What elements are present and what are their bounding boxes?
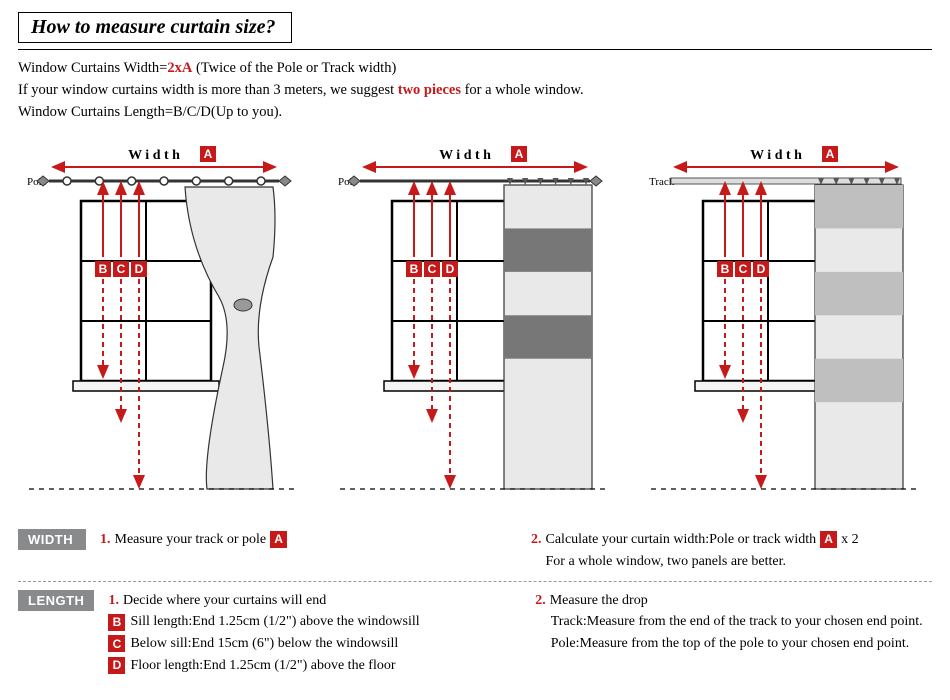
width-label: WIDTH: [18, 529, 86, 550]
instructions: WIDTH 1. Measure your track or pole A 2.…: [18, 529, 932, 676]
intro-line1b: (Twice of the Pole or Track width): [192, 60, 396, 76]
intro-text: Window Curtains Width=2xA (Twice of the …: [18, 58, 932, 123]
width-step2-text-a: Calculate your curtain width:Pole or tra…: [546, 529, 817, 551]
intro-line3: Window Curtains Length=B/C/D(Up to you).: [18, 102, 932, 124]
svg-text:A: A: [203, 147, 212, 161]
length-step1-text: Decide where your curtains will end: [123, 590, 326, 612]
svg-text:D: D: [446, 262, 455, 276]
svg-text:W i d t h: W i d t h: [750, 148, 802, 163]
length-step1-num: 1.: [108, 590, 119, 612]
width-step2-sub: For a whole window, two panels are bette…: [546, 551, 787, 573]
length-step2-sub: 2.Track:Measure from the end of the trac…: [535, 611, 932, 633]
measurement-diagram: W i d t hATrackBCD: [641, 129, 931, 519]
svg-text:W i d t h: W i d t h: [128, 148, 180, 163]
length-step2-sub: 2.Pole:Measure from the top of the pole …: [535, 633, 932, 655]
intro-line2a: If your window curtains width is more th…: [18, 82, 398, 98]
svg-text:B: B: [721, 262, 730, 276]
length-section: LENGTH 1. Decide where your curtains wil…: [18, 590, 932, 677]
badge-c-icon: C: [108, 635, 125, 652]
svg-text:A: A: [515, 147, 524, 161]
intro-line1-red: 2xA: [167, 60, 192, 76]
width-step2-num: 2.: [531, 529, 542, 551]
svg-text:D: D: [757, 262, 766, 276]
svg-text:C: C: [116, 262, 125, 276]
svg-text:A: A: [826, 147, 835, 161]
svg-text:W i d t h: W i d t h: [439, 148, 491, 163]
svg-text:D: D: [134, 262, 143, 276]
width-step1-text: Measure your track or pole: [115, 529, 267, 551]
diagram-panel: W i d t hAPole BCD: [18, 129, 309, 519]
badge-d-icon: D: [108, 657, 125, 674]
width-section: WIDTH 1. Measure your track or pole A 2.…: [18, 529, 932, 572]
length-sub-line: C Below sill:End 15cm (6") below the wind…: [108, 633, 505, 655]
length-label: LENGTH: [18, 590, 94, 611]
diagram-panel: W i d t hATrackBCD: [641, 129, 932, 519]
badge-b-icon: B: [108, 614, 125, 631]
length-sub-line: D Floor length:End 1.25cm (1/2") above th…: [108, 655, 505, 677]
measurement-diagram: W i d t hAPoleBCD: [330, 129, 620, 519]
svg-text:B: B: [410, 262, 419, 276]
badge-a-icon: A: [270, 531, 287, 548]
width-step2-text-b: x 2: [841, 529, 859, 551]
length-step2-text: Measure the drop: [550, 590, 648, 612]
length-sub-line: B Sill length:End 1.25cm (1/2") above the…: [108, 611, 505, 633]
width-step1-num: 1.: [100, 529, 111, 551]
length-step2-num: 2.: [535, 590, 546, 612]
svg-text:C: C: [428, 262, 437, 276]
measurement-diagram: W i d t hAPole BCD: [19, 129, 309, 519]
badge-a-icon: A: [820, 531, 837, 548]
intro-line2-red: two pieces: [398, 82, 461, 98]
intro-line1a: Window Curtains Width=: [18, 60, 167, 76]
page-title: How to measure curtain size?: [18, 12, 292, 43]
length-sub-text: Below sill:End 15cm (6") below the windo…: [130, 633, 398, 655]
svg-text:C: C: [739, 262, 748, 276]
intro-line2b: for a whole window.: [461, 82, 584, 98]
section-divider: [18, 581, 932, 582]
length-sub-text: Sill length:End 1.25cm (1/2") above the …: [130, 611, 419, 633]
length-sub-text: Floor length:End 1.25cm (1/2") above the…: [130, 655, 395, 677]
svg-text:B: B: [98, 262, 107, 276]
diagram-row: W i d t hAPole BCD W i d t hAPoleBCD W i…: [18, 129, 932, 519]
title-underline: [18, 49, 932, 50]
diagram-panel: W i d t hAPoleBCD: [329, 129, 620, 519]
